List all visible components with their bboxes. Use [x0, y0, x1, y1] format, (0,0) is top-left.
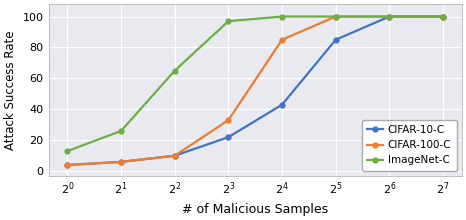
Line: CIFAR-100-C: CIFAR-100-C: [65, 14, 445, 167]
CIFAR-10-C: [65, 164, 70, 166]
CIFAR-100-C: [172, 154, 178, 157]
CIFAR-10-C: [440, 15, 446, 18]
ImageNet-C: [333, 15, 338, 18]
CIFAR-100-C: [333, 15, 338, 18]
Legend: CIFAR-10-C, CIFAR-100-C, ImageNet-C: CIFAR-10-C, CIFAR-100-C, ImageNet-C: [362, 120, 457, 170]
ImageNet-C: [172, 69, 178, 72]
Line: ImageNet-C: ImageNet-C: [65, 14, 445, 154]
ImageNet-C: [118, 130, 124, 132]
CIFAR-100-C: [440, 15, 446, 18]
Line: CIFAR-10-C: CIFAR-10-C: [65, 14, 445, 167]
CIFAR-10-C: [172, 154, 178, 157]
CIFAR-10-C: [279, 103, 285, 106]
ImageNet-C: [226, 20, 231, 22]
CIFAR-100-C: [226, 119, 231, 121]
ImageNet-C: [279, 15, 285, 18]
CIFAR-10-C: [226, 136, 231, 138]
ImageNet-C: [65, 150, 70, 152]
ImageNet-C: [387, 15, 392, 18]
CIFAR-100-C: [118, 161, 124, 163]
CIFAR-10-C: [118, 161, 124, 163]
CIFAR-100-C: [65, 164, 70, 166]
CIFAR-10-C: [387, 15, 392, 18]
CIFAR-100-C: [387, 15, 392, 18]
ImageNet-C: [440, 15, 446, 18]
CIFAR-100-C: [279, 38, 285, 41]
X-axis label: # of Malicious Samples: # of Malicious Samples: [182, 203, 328, 216]
CIFAR-10-C: [333, 38, 338, 41]
Y-axis label: Attack Success Rate: Attack Success Rate: [4, 30, 17, 150]
